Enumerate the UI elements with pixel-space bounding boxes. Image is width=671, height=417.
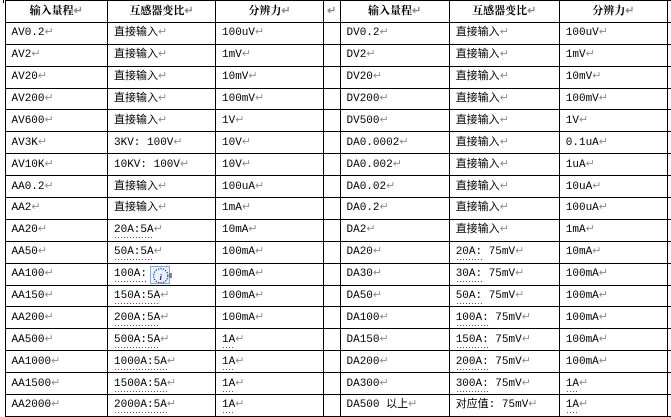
svg-text:i: i — [160, 272, 163, 282]
